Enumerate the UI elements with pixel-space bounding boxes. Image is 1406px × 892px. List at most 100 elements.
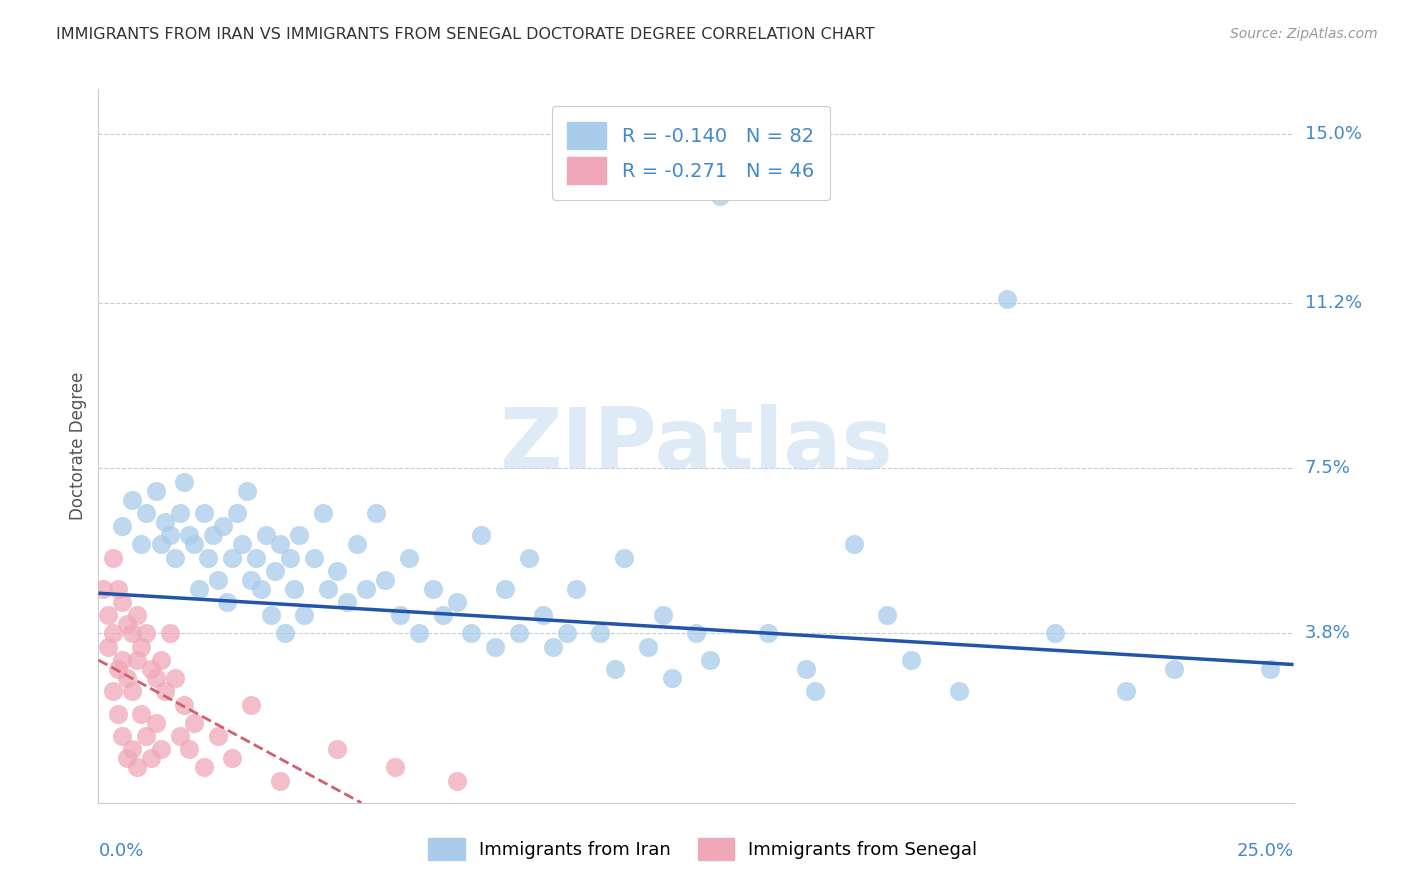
Point (842, 537, 865, 551)
Point (101, 626, 124, 640)
Point (756, 626, 779, 640)
Point (398, 550, 420, 565)
Point (125, 608, 148, 623)
Point (221, 550, 243, 565)
Legend: Immigrants from Iran, Immigrants from Senegal: Immigrants from Iran, Immigrants from Se… (413, 823, 993, 874)
Point (259, 608, 281, 623)
Point (316, 582, 339, 596)
Point (517, 550, 540, 565)
Point (346, 537, 368, 551)
Point (685, 626, 707, 640)
Point (541, 640, 564, 654)
Point (115, 751, 138, 765)
Point (97, 640, 120, 654)
Y-axis label: Doctorate Degree: Doctorate Degree (69, 372, 87, 520)
Point (235, 483, 257, 498)
Point (312, 506, 335, 520)
Point (250, 582, 273, 596)
Point (207, 573, 229, 587)
Text: 0.0%: 0.0% (98, 842, 143, 860)
Point (1163, 662, 1185, 676)
Point (197, 550, 219, 565)
Point (207, 729, 229, 743)
Point (173, 698, 195, 712)
Text: ZIPatlas: ZIPatlas (499, 404, 893, 488)
Point (460, 626, 482, 640)
Point (183, 715, 205, 730)
Point (121, 742, 143, 756)
Point (326, 564, 349, 578)
Text: 25.0%: 25.0% (1236, 842, 1294, 860)
Point (111, 595, 134, 609)
Point (193, 760, 215, 774)
Point (264, 564, 287, 578)
Point (115, 671, 138, 685)
Point (384, 760, 406, 774)
Point (269, 773, 291, 788)
Point (948, 684, 970, 698)
Point (121, 492, 143, 507)
Point (494, 582, 516, 596)
Point (1258, 662, 1281, 676)
Point (163, 671, 186, 685)
Point (111, 729, 134, 743)
Point (637, 640, 659, 654)
Point (1115, 684, 1137, 698)
Point (107, 706, 129, 721)
Point (900, 653, 922, 667)
Point (288, 528, 311, 542)
Point (107, 662, 129, 676)
Point (245, 550, 267, 565)
Point (240, 573, 263, 587)
Point (274, 626, 297, 640)
Point (254, 528, 277, 542)
Point (101, 684, 124, 698)
Point (135, 729, 157, 743)
Point (221, 751, 243, 765)
Point (179, 742, 201, 756)
Point (374, 573, 396, 587)
Point (470, 528, 492, 542)
Point (145, 715, 167, 730)
Point (589, 626, 612, 640)
Point (794, 662, 817, 676)
Point (125, 653, 148, 667)
Point (155, 684, 177, 698)
Point (709, 189, 731, 203)
Point (446, 773, 468, 788)
Text: IMMIGRANTS FROM IRAN VS IMMIGRANTS FROM SENEGAL DOCTORATE DEGREE CORRELATION CHA: IMMIGRANTS FROM IRAN VS IMMIGRANTS FROM … (56, 27, 875, 42)
Point (508, 626, 530, 640)
Point (1043, 626, 1066, 640)
Point (217, 595, 239, 609)
Point (283, 582, 305, 596)
Point (292, 608, 315, 623)
Point (226, 506, 249, 520)
Point (278, 550, 301, 565)
Point (603, 662, 626, 676)
Point (131, 640, 153, 654)
Point (484, 640, 506, 654)
Point (408, 626, 430, 640)
Point (179, 528, 201, 542)
Point (91, 582, 114, 596)
Point (169, 506, 191, 520)
Point (107, 582, 129, 596)
Point (531, 608, 554, 623)
Point (613, 550, 636, 565)
Point (101, 550, 124, 565)
Point (139, 751, 162, 765)
Point (804, 684, 827, 698)
Point (336, 595, 359, 609)
Point (169, 729, 191, 743)
Point (149, 653, 172, 667)
Text: 7.5%: 7.5% (1305, 459, 1351, 477)
Point (173, 475, 195, 489)
Point (115, 617, 138, 632)
Point (699, 653, 721, 667)
Point (326, 742, 349, 756)
Point (183, 537, 205, 551)
Point (131, 537, 153, 551)
Point (145, 671, 167, 685)
Point (139, 662, 162, 676)
Point (269, 537, 291, 551)
